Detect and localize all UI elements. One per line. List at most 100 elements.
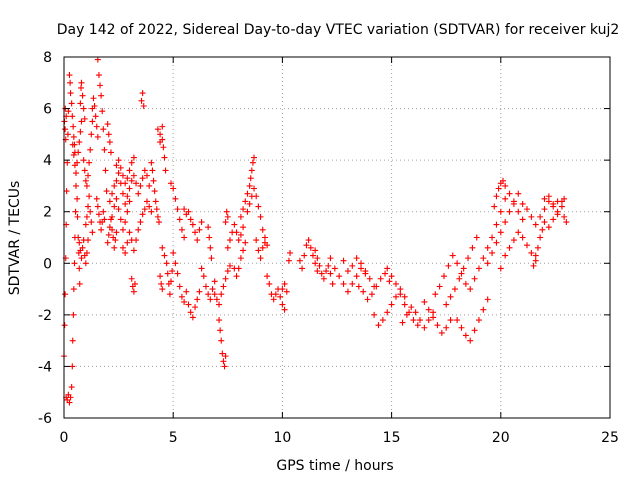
data-point [257,213,264,220]
data-point [148,159,155,166]
data-point [109,213,116,220]
data-point [480,255,487,262]
data-point [558,203,565,210]
data-point [366,275,373,282]
data-point [233,273,240,280]
data-point [277,293,284,300]
data-point [111,203,118,210]
data-point [222,219,229,226]
data-point [131,280,138,287]
data-point [207,296,214,303]
data-point [196,226,203,233]
data-point [126,198,133,205]
data-point [360,288,367,295]
data-point [73,170,80,177]
data-point [187,309,194,316]
data-point [168,278,175,285]
data-point [449,252,456,259]
data-point [379,317,386,324]
data-point [325,262,332,269]
data-point [554,208,561,215]
data-point [98,92,105,99]
data-point [515,229,522,236]
data-point [471,275,478,282]
data-point [502,195,509,202]
data-point [69,113,76,120]
data-point [153,206,160,213]
data-point [493,193,500,200]
data-point [152,198,159,205]
data-point [115,170,122,177]
data-point [314,255,321,262]
data-point [124,175,131,182]
data-point [305,237,312,244]
data-point [111,182,118,189]
data-point [211,278,218,285]
data-point [251,154,258,161]
data-point [64,131,71,138]
data-point [83,182,90,189]
data-point [82,177,89,184]
data-point [159,123,166,130]
data-point [336,273,343,280]
data-point [316,262,323,269]
data-point [117,216,124,223]
data-point [100,126,107,133]
data-point [497,208,504,215]
data-point [67,90,74,97]
data-point [312,247,319,254]
data-point [217,327,224,334]
data-point [246,182,253,189]
data-point [187,216,194,223]
data-point [89,229,96,236]
data-point [489,234,496,241]
data-point [403,311,410,318]
data-point [384,265,391,272]
data-point [62,126,69,133]
data-point [362,268,369,275]
data-point [70,311,77,318]
data-point [430,314,437,321]
data-point [384,309,391,316]
data-point [231,221,238,228]
data-point [70,123,77,130]
plot-frame [63,56,611,419]
data-point [86,159,93,166]
data-point [309,252,316,259]
data-point [515,190,522,197]
y-tick-label: 0 [43,256,52,272]
data-point [264,242,271,249]
data-point [88,219,95,226]
data-point [303,242,310,249]
data-point [218,337,225,344]
data-point [64,159,71,166]
data-point [550,200,557,207]
x-tick-labels: 0 5 10 15 20 25 [60,430,619,446]
data-point [74,195,81,202]
data-point [90,95,97,102]
data-point [382,270,389,277]
data-point [226,237,233,244]
data-point [174,206,181,213]
data-point [117,164,124,171]
data-point [176,283,183,290]
data-point [128,275,135,282]
data-point [224,244,231,251]
data-point [124,208,131,215]
data-point [397,286,404,293]
data-point [162,167,169,174]
data-point [425,317,432,324]
data-point [79,244,86,251]
data-point [375,322,382,329]
data-point [296,257,303,264]
data-point [94,56,101,63]
data-point [408,304,415,311]
data-point [237,231,244,238]
data-point [331,265,338,272]
data-point [371,311,378,318]
data-point [138,97,145,104]
data-point [484,260,491,267]
data-point [443,324,450,331]
data-point [78,84,85,91]
